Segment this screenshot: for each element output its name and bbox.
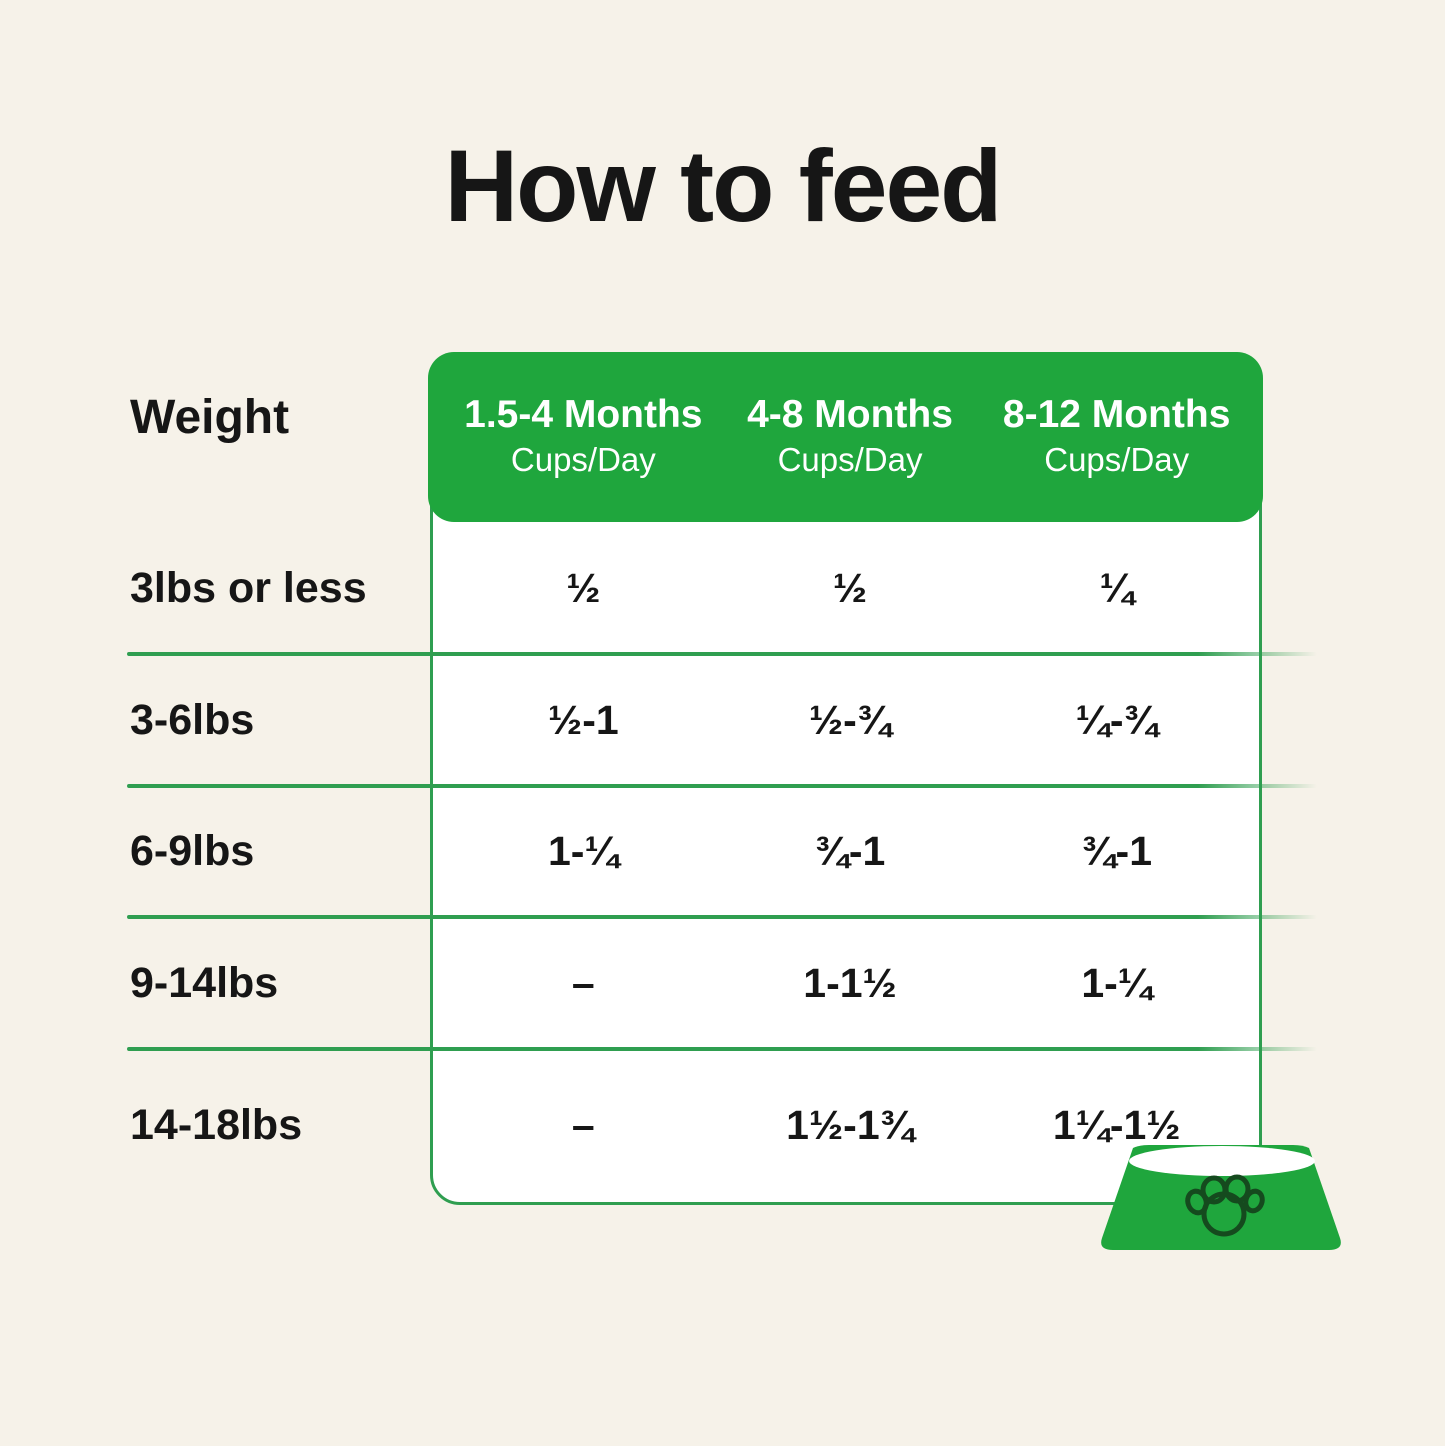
cell-value: 1½-1¾ [786, 1101, 914, 1148]
column-header-months: 4-8 Months [747, 393, 953, 437]
cell-value: ½-¾ [808, 696, 892, 743]
cell-value: 1-¼ [1081, 959, 1152, 1006]
row-values: ½-1 ½-¾ ¼-¾ [450, 685, 1250, 755]
row-divider [127, 915, 1317, 919]
column-header-months: 1.5-4 Months [464, 393, 703, 437]
table-row: 14-18lbs – 1½-1¾ 1¼-1½ [0, 1090, 1445, 1160]
column-header-age-3: 8-12 Months Cups/Day [983, 392, 1250, 482]
table-row: 9-14lbs – 1-1½ 1-¼ [0, 948, 1445, 1018]
row-divider [127, 652, 1317, 656]
column-header-age-2: 4-8 Months Cups/Day [717, 392, 984, 482]
row-values: 1-¼ ¾-1 ¾-1 [450, 816, 1250, 886]
row-values: – 1-1½ 1-¼ [450, 948, 1250, 1018]
table-row: 3lbs or less ½ ½ ¼ [0, 553, 1445, 623]
dog-bowl-icon [1093, 1140, 1349, 1268]
row-values: – 1½-1¾ 1¼-1½ [450, 1090, 1250, 1160]
cell-value: 1-1½ [803, 959, 897, 1006]
row-weight-label: 6-9lbs [130, 826, 255, 875]
page-title: How to feed [444, 129, 1003, 243]
table-row: 3-6lbs ½-1 ½-¾ ¼-¾ [0, 685, 1445, 755]
header-columns: 1.5-4 Months Cups/Day 4-8 Months Cups/Da… [450, 392, 1250, 482]
table-row: 6-9lbs 1-¼ ¾-1 ¾-1 [0, 816, 1445, 886]
column-header-months: 8-12 Months [1002, 393, 1231, 437]
feeding-table-header: 1.5-4 Months Cups/Day 4-8 Months Cups/Da… [428, 352, 1263, 522]
row-weight-label: 9-14lbs [130, 958, 279, 1007]
cell-value: – [571, 959, 595, 1006]
cell-value: ¼ [1099, 564, 1134, 611]
cell-value: – [571, 1101, 595, 1148]
cell-value: ½-1 [548, 696, 619, 743]
row-divider [127, 784, 1317, 788]
cell-value: ¼-¾ [1075, 696, 1158, 743]
row-weight-label: 14-18lbs [130, 1100, 303, 1149]
dog-bowl-paw-icon [1101, 1145, 1341, 1250]
cell-value: ¾-1 [814, 827, 886, 874]
column-header-unit: Cups/Day [777, 440, 923, 478]
cell-value: ½ [832, 564, 868, 611]
column-header-unit: Cups/Day [1044, 440, 1190, 478]
row-weight-label: 3lbs or less [130, 563, 367, 612]
column-header-age-1: 1.5-4 Months Cups/Day [450, 392, 717, 482]
cell-value: ¾-1 [1081, 827, 1152, 874]
feeding-table-body [430, 400, 1262, 1205]
column-header-unit: Cups/Day [510, 440, 656, 478]
weight-column-header: Weight [130, 391, 290, 444]
row-values: ½ ½ ¼ [450, 553, 1250, 623]
cell-value: ½ [566, 564, 601, 611]
cell-value: 1¼-1½ [1052, 1101, 1181, 1148]
cell-value: 1-¼ [548, 827, 619, 874]
row-weight-label: 3-6lbs [130, 695, 255, 744]
row-divider [127, 1047, 1317, 1051]
